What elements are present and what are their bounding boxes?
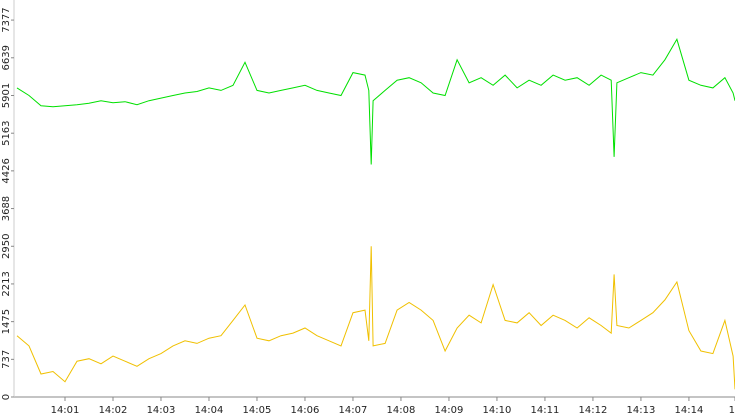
- x-tick-label: 14:01: [51, 405, 80, 415]
- x-tick-label: 14:13: [627, 405, 656, 415]
- y-tick-label: 737: [1, 350, 12, 369]
- x-tick-label: 14:12: [579, 405, 608, 415]
- x-tick-label: 14:08: [387, 405, 416, 415]
- x-tick-label: 14:07: [339, 405, 368, 415]
- series-line: [16, 38, 735, 165]
- x-tick-label: 14:10: [483, 405, 512, 415]
- x-tick-label: 14:02: [99, 405, 128, 415]
- y-tick-label: 4426: [1, 158, 12, 183]
- y-tick-label: 1475: [1, 309, 12, 334]
- y-tick-label: 2950: [1, 234, 12, 259]
- y-tick-label: 7377: [1, 7, 12, 32]
- series-line: [16, 246, 735, 390]
- y-tick-label: 2213: [1, 271, 12, 296]
- x-tick-label: 14:06: [291, 405, 320, 415]
- x-tick-label: 14:14: [675, 405, 704, 415]
- x-tick-label: 14:05: [243, 405, 272, 415]
- x-tick-label: 14:04: [195, 405, 224, 415]
- x-tick-label: 14:03: [147, 405, 176, 415]
- x-tick-label: 14:09: [435, 405, 464, 415]
- x-tick-label: 14: [729, 405, 735, 415]
- x-tick-label: 14:11: [531, 405, 560, 415]
- y-tick-label: 3688: [1, 196, 12, 221]
- y-tick-label: 5163: [1, 120, 12, 145]
- y-tick-label: 0: [1, 394, 12, 400]
- y-tick-label: 6639: [1, 45, 12, 70]
- y-tick-label: 5901: [1, 83, 12, 108]
